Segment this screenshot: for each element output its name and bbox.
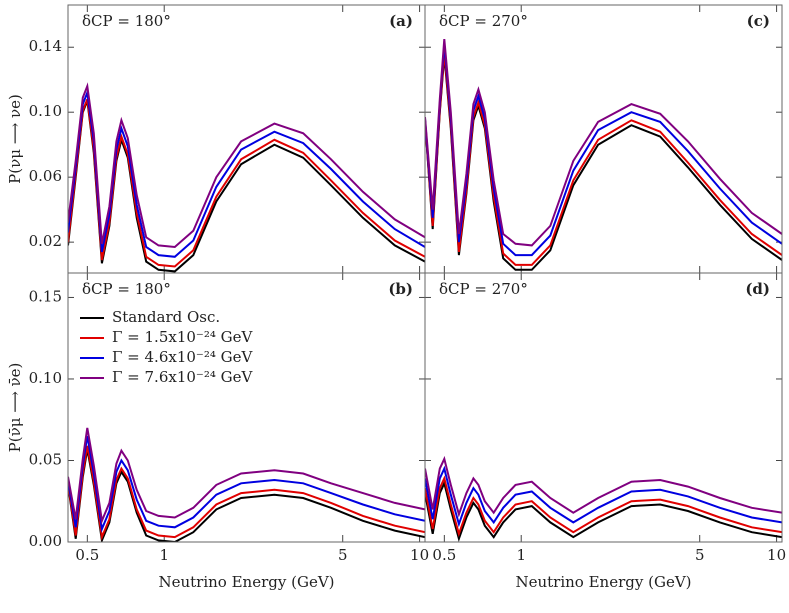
series-line [68,88,425,258]
x-tick-label: 10 [767,546,786,564]
y-tick-label: 0.10 [29,102,62,120]
series-line [425,43,782,257]
panel-label: (b) [388,280,413,298]
x-axis-label: Neutrino Energy (GeV) [515,573,691,591]
panel: 0.00 0.05 0.10 0.15 0.5 1 5 10 δCP = 180° (b) P(ν̄… [6,272,429,591]
x-axis-label: Neutrino Energy (GeV) [158,573,334,591]
panel-label: (a) [389,12,413,30]
y-tick-label: 0.14 [29,37,62,55]
annotation: δCP = 270° [439,280,528,298]
series-line [68,82,425,249]
legend-label: Γ = 4.6x10⁻²⁴ GeV [112,348,253,366]
y-tick-label: 0.05 [29,450,62,468]
y-tick-label: 0.06 [29,167,62,185]
legend-label: Standard Osc. [112,308,220,326]
x-tick-label: 0.5 [432,546,456,564]
y-tick-label: 0.10 [29,369,62,387]
annotation: δCP = 180° [82,12,171,30]
y-tick-label: 0.02 [29,232,62,250]
series-line [68,98,425,268]
panel: δCP = 270° (c) [424,4,783,274]
x-tick-label: 5 [338,546,348,564]
legend-label: Γ = 1.5x10⁻²⁴ GeV [112,328,253,346]
series-line [425,52,782,266]
panel-label: (c) [747,12,770,30]
panel: 0.02 0.06 0.10 0.14 δCP = 180° (a) P(νμ ⟶ νe) [6,4,426,274]
series-line [425,475,782,538]
y-axis-label: P(νμ ⟶ νe) [6,94,24,184]
annotation: δCP = 180° [82,280,171,298]
panel-frame [424,4,783,274]
x-tick-label: 0.5 [75,546,99,564]
panel-frame [424,272,783,543]
panel-label: (d) [745,280,770,298]
y-tick-label: 0.15 [29,287,62,305]
series-line [425,39,782,247]
series-line [425,480,782,542]
series-line [68,445,425,541]
series-line [68,435,425,533]
y-axis-label: P(ν̄μ ⟶ ν̄e) [6,363,24,453]
x-tick-label: 5 [695,546,705,564]
x-tick-label: 10 [410,546,429,564]
legend-label: Γ = 7.6x10⁻²⁴ GeV [112,368,253,386]
x-tick-label: 1 [159,546,169,564]
series-line [425,465,782,528]
annotation: δCP = 270° [439,12,528,30]
y-tick-label: 0.00 [29,532,62,550]
x-tick-label: 1 [516,546,526,564]
series-line [425,455,782,518]
series-line [68,427,425,525]
panel: 0.5 1 5 10 δCP = 270° (d) Neutrino Energy (GeV… [424,272,786,591]
